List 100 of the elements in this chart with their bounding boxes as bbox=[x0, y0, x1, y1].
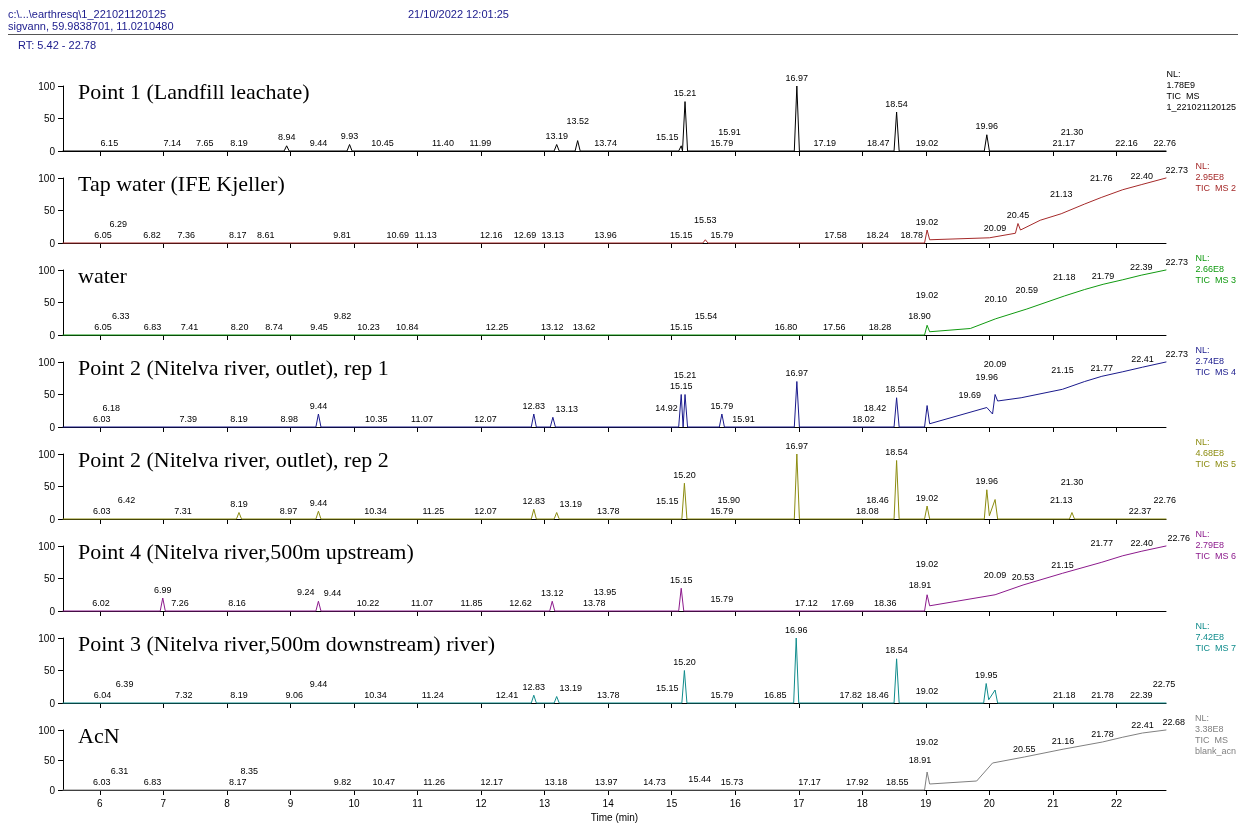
x-tick-label: 17 bbox=[793, 797, 805, 809]
annotation: 15.15 bbox=[655, 132, 679, 143]
x-tick-label: 7 bbox=[160, 797, 167, 809]
y-tick-label: 50 bbox=[43, 113, 56, 124]
text: NL: 2.79E8 TIC MS 6 bbox=[1195, 528, 1237, 561]
annotation: 17.92 bbox=[845, 776, 869, 787]
annotation: 17.58 bbox=[824, 229, 847, 240]
annotation: 17.19 bbox=[813, 137, 837, 148]
annotation: 21.18 bbox=[1053, 271, 1076, 282]
annotation: 8.17 bbox=[228, 776, 247, 787]
annotation: 22.37 bbox=[1128, 505, 1152, 516]
annotation: 18.90 bbox=[908, 310, 931, 321]
annotation: 11.99 bbox=[469, 137, 492, 148]
annotation: 12.16 bbox=[479, 229, 503, 240]
annotation: 19.96 bbox=[975, 372, 999, 382]
annotation: 13.74 bbox=[594, 137, 617, 148]
annotation: 6.39 bbox=[115, 678, 134, 689]
annotation: 18.47 bbox=[866, 137, 890, 148]
annotation: 13.96 bbox=[594, 229, 617, 240]
annotation: 12.62 bbox=[509, 597, 532, 608]
annotation: 17.82 bbox=[839, 689, 863, 700]
annotation: 18.91 bbox=[908, 580, 932, 590]
annotation: 7.36 bbox=[177, 229, 196, 240]
annotation: 6.04 bbox=[93, 689, 112, 700]
annotation: 17.56 bbox=[823, 321, 846, 332]
annotation: 9.06 bbox=[285, 689, 304, 700]
y-tick-label: 50 bbox=[43, 297, 56, 308]
chart-title: Point 2 (Nitelva river, outlet), rep 1 bbox=[78, 354, 389, 380]
y-tick-label: 0 bbox=[49, 697, 56, 709]
annotation: 20.59 bbox=[1015, 284, 1039, 295]
annotation: 10.45 bbox=[371, 137, 394, 148]
annotation: 19.02 bbox=[915, 289, 939, 300]
text: NL: 2.95E8 TIC MS 2 bbox=[1195, 160, 1237, 193]
annotation: 12.07 bbox=[474, 505, 497, 516]
annotation: 7.39 bbox=[179, 413, 197, 424]
annotation: 15.15 bbox=[669, 381, 693, 391]
annotation: 15.44 bbox=[688, 773, 711, 784]
annotation: 19.02 bbox=[915, 686, 939, 697]
annotation: 15.15 bbox=[669, 574, 693, 585]
annotation: 18.54 bbox=[885, 384, 908, 395]
annotation: 6.83 bbox=[143, 776, 162, 787]
annotation: 18.28 bbox=[868, 321, 892, 332]
annotation: 18.55 bbox=[885, 776, 909, 787]
annotation: 22.73 bbox=[1165, 349, 1189, 360]
annotation: 13.19 bbox=[559, 499, 582, 509]
annotation: 11.40 bbox=[432, 137, 454, 148]
annotation: 22.16 bbox=[1115, 137, 1138, 148]
text: NL: 3.38E8 TIC MS blank_acn bbox=[1194, 712, 1237, 756]
annotation: 15.20 bbox=[673, 469, 696, 480]
y-tick-label: 100 bbox=[38, 356, 56, 368]
annotation: 8.17 bbox=[228, 229, 247, 240]
annotation: 19.02 bbox=[915, 137, 939, 148]
annotation: 18.24 bbox=[866, 229, 889, 240]
annotation: 6.03 bbox=[92, 505, 111, 516]
annotation: 10.69 bbox=[386, 229, 410, 240]
chart-title: AcN bbox=[78, 722, 120, 748]
y-tick-label: 0 bbox=[49, 605, 56, 617]
y-tick-label: 100 bbox=[38, 264, 56, 276]
annotation: 9.81 bbox=[333, 229, 351, 240]
annotation: 21.30 bbox=[1060, 126, 1084, 137]
annotation: 15.79 bbox=[710, 137, 734, 148]
annotation: 22.39 bbox=[1129, 261, 1153, 272]
annotation: 6.29 bbox=[109, 218, 128, 229]
annotation: 8.19 bbox=[230, 137, 248, 148]
annotation: 11.26 bbox=[423, 776, 445, 787]
annotation: 15.15 bbox=[669, 321, 693, 332]
annotation: 8.19 bbox=[230, 413, 248, 424]
annotation: 15.53 bbox=[694, 215, 717, 226]
annotation: 6.31 bbox=[110, 765, 129, 776]
annotation: 11.25 bbox=[422, 505, 445, 516]
annotation: 9.82 bbox=[333, 310, 352, 321]
annotation: 21.18 bbox=[1053, 689, 1076, 700]
annotation: 18.42 bbox=[863, 402, 887, 413]
annotation: 13.62 bbox=[572, 321, 596, 332]
y-tick-label: 50 bbox=[43, 573, 56, 584]
annotation: 13.19 bbox=[545, 131, 568, 141]
annotation: 15.79 bbox=[710, 505, 734, 516]
annotation: 6.05 bbox=[94, 229, 112, 240]
annotation: 9.45 bbox=[310, 321, 328, 332]
annotation: 7.31 bbox=[174, 505, 192, 516]
x-tick-label: 14 bbox=[602, 797, 615, 809]
annotation: 9.44 bbox=[323, 587, 342, 598]
annotation: 19.02 bbox=[915, 736, 939, 747]
annotation: 10.23 bbox=[357, 321, 380, 332]
annotation: 6.05 bbox=[94, 321, 112, 332]
annotation: 16.85 bbox=[763, 689, 787, 700]
annotation: 18.46 bbox=[866, 494, 889, 505]
x-tick-label: 9 bbox=[287, 797, 294, 809]
annotation: 22.75 bbox=[1152, 678, 1176, 689]
annotation: 12.83 bbox=[522, 495, 546, 506]
y-tick-label: 100 bbox=[38, 80, 56, 92]
annotation: 9.82 bbox=[333, 776, 352, 787]
annotation: 20.09 bbox=[983, 570, 1007, 581]
annotation: 16.80 bbox=[774, 321, 798, 332]
annotation: 6.82 bbox=[143, 229, 161, 240]
annotation: 22.40 bbox=[1130, 171, 1154, 181]
annotation: 11.85 bbox=[460, 597, 483, 608]
annotation: 12.83 bbox=[522, 681, 546, 692]
text: NL: 1.78E9 TIC MS 1_221021120125 bbox=[1166, 68, 1237, 112]
annotation: 7.26 bbox=[171, 597, 189, 608]
